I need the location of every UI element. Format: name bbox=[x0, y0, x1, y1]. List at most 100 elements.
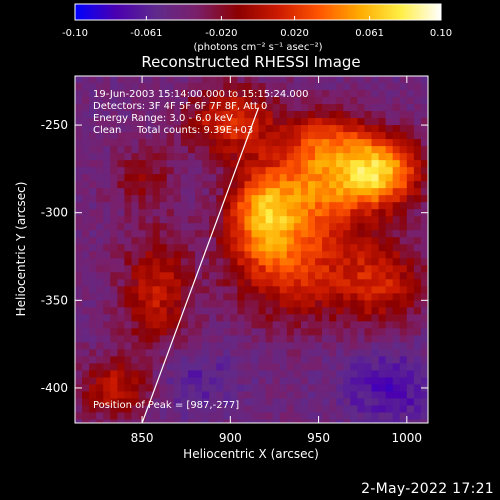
heatmap-cell bbox=[315, 230, 323, 238]
heatmap-cell bbox=[195, 160, 203, 168]
heatmap-cell bbox=[202, 412, 210, 421]
annotation-energy-range: Energy Range: 3.0 - 6.0 keV bbox=[93, 113, 233, 124]
heatmap-cell bbox=[392, 230, 401, 238]
heatmap-cell bbox=[413, 272, 422, 280]
heatmap-cell bbox=[82, 377, 90, 386]
heatmap-cell bbox=[223, 209, 231, 217]
heatmap-cell bbox=[272, 83, 281, 91]
heatmap-cell bbox=[413, 223, 422, 231]
heatmap-cell bbox=[187, 356, 196, 365]
heatmap-cell bbox=[117, 307, 126, 315]
heatmap-cell bbox=[159, 335, 168, 343]
heatmap-cell bbox=[364, 412, 373, 421]
heatmap-cell bbox=[420, 272, 428, 280]
heatmap-cell bbox=[237, 174, 246, 182]
heatmap-cell bbox=[75, 153, 83, 161]
heatmap-cell bbox=[293, 83, 302, 91]
heatmap-cell bbox=[96, 356, 104, 365]
heatmap-cell bbox=[378, 377, 387, 386]
heatmap-cell bbox=[230, 167, 238, 175]
heatmap-cell bbox=[336, 216, 344, 224]
heatmap-cell bbox=[138, 125, 147, 133]
heatmap-cell bbox=[131, 104, 140, 112]
heatmap-cell bbox=[371, 188, 380, 196]
footer-timestamp: 2-May-2022 17:21 bbox=[361, 481, 494, 497]
heatmap-cell bbox=[159, 174, 168, 182]
heatmap-cell bbox=[315, 97, 323, 105]
heatmap-cell bbox=[209, 125, 217, 133]
heatmap-cell bbox=[75, 195, 83, 203]
heatmap-cell bbox=[230, 188, 238, 196]
heatmap-cell bbox=[307, 370, 316, 379]
heatmap-cell bbox=[315, 398, 323, 407]
heatmap-cell bbox=[187, 377, 196, 386]
heatmap-cell bbox=[293, 188, 302, 196]
heatmap-cell bbox=[230, 286, 238, 294]
heatmap-cell bbox=[350, 209, 358, 217]
heatmap-cell bbox=[300, 76, 309, 84]
heatmap-cell bbox=[202, 202, 210, 210]
heatmap-cell bbox=[371, 314, 380, 322]
heatmap-cell bbox=[159, 314, 168, 322]
heatmap-cell bbox=[385, 146, 394, 154]
heatmap-cell bbox=[103, 146, 111, 154]
heatmap-cell bbox=[216, 216, 224, 224]
heatmap-cell bbox=[364, 237, 373, 245]
heatmap-cell bbox=[96, 174, 104, 182]
heatmap-cell bbox=[406, 244, 415, 252]
heatmap-cell bbox=[272, 321, 281, 329]
heatmap-cell bbox=[103, 118, 111, 126]
heatmap-cell bbox=[300, 328, 309, 336]
heatmap-cell bbox=[322, 398, 330, 407]
heatmap-cell bbox=[195, 188, 203, 196]
colorbar-tick-label: -0.10 bbox=[62, 28, 88, 39]
heatmap-cell bbox=[75, 391, 83, 400]
heatmap-cell bbox=[251, 321, 260, 329]
heatmap-cell bbox=[364, 321, 373, 329]
heatmap-cell bbox=[180, 377, 189, 386]
heatmap-cell bbox=[110, 83, 118, 91]
heatmap-cell bbox=[258, 398, 267, 407]
heatmap-cell bbox=[413, 83, 422, 91]
heatmap-cell bbox=[237, 83, 246, 91]
heatmap-cell bbox=[371, 398, 380, 407]
heatmap-cell bbox=[96, 370, 104, 379]
heatmap-cell bbox=[371, 223, 380, 231]
heatmap-cell bbox=[265, 76, 274, 84]
heatmap-cell bbox=[209, 272, 217, 280]
heatmap-cell bbox=[180, 216, 189, 224]
heatmap-cell bbox=[89, 412, 97, 421]
heatmap-cell bbox=[110, 132, 118, 140]
heatmap-cell bbox=[223, 279, 231, 287]
heatmap-cell bbox=[378, 223, 387, 231]
heatmap-cell bbox=[420, 146, 428, 154]
heatmap-cell bbox=[258, 272, 267, 280]
heatmap-cell bbox=[216, 328, 224, 336]
heatmap-cell bbox=[110, 223, 118, 231]
heatmap-cell bbox=[138, 321, 147, 329]
heatmap-cell bbox=[145, 153, 154, 161]
heatmap-cell bbox=[166, 293, 175, 301]
heatmap-cell bbox=[202, 237, 210, 245]
heatmap-cell bbox=[315, 104, 323, 112]
heatmap-cell bbox=[173, 342, 182, 350]
heatmap-cell bbox=[103, 188, 111, 196]
heatmap-cell bbox=[364, 349, 373, 357]
heatmap-cell bbox=[166, 314, 175, 322]
heatmap-cell bbox=[279, 370, 288, 379]
heatmap-cell bbox=[406, 314, 415, 322]
heatmap-cell bbox=[131, 412, 140, 421]
heatmap-cell bbox=[279, 265, 288, 273]
heatmap-cell bbox=[265, 251, 274, 259]
heatmap-cell bbox=[315, 118, 323, 126]
heatmap-cell bbox=[364, 216, 373, 224]
heatmap-cell bbox=[336, 195, 344, 203]
heatmap-cell bbox=[82, 76, 90, 84]
heatmap-cell bbox=[82, 321, 90, 329]
heatmap-cell bbox=[117, 104, 126, 112]
heatmap-cell bbox=[202, 216, 210, 224]
heatmap-cell bbox=[159, 125, 168, 133]
heatmap-cell bbox=[258, 237, 267, 245]
heatmap-cell bbox=[230, 230, 238, 238]
heatmap-cell bbox=[251, 314, 260, 322]
